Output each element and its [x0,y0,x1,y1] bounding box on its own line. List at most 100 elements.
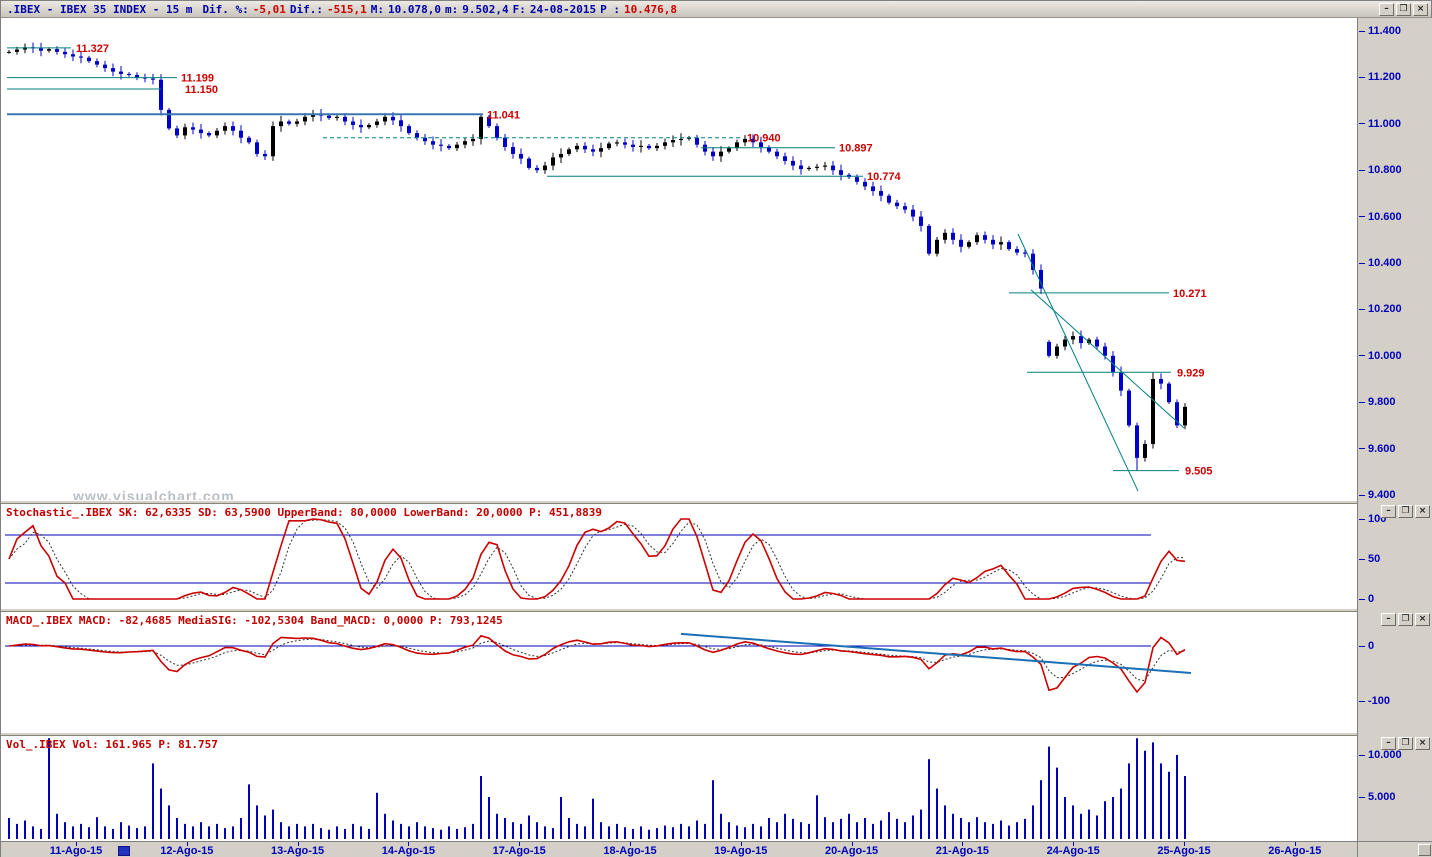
panel-controls: – ❐ × [1381,737,1430,750]
candlestick [839,170,843,175]
price-axis-tick: 11.400 [1359,25,1401,37]
candlestick [311,114,315,117]
date-label: 13-Ago-15 [271,845,325,857]
volume-header: Vol_.IBEX Vol: 161.965 P: 81.757 [6,738,218,751]
date-tick [1073,842,1075,846]
candlestick [631,144,635,147]
candlestick [447,145,451,149]
candlestick [759,142,763,147]
resize-grip[interactable] [1418,844,1431,856]
panel-separator[interactable] [1,732,1357,736]
date-label: 20-Ago-15 [825,845,879,857]
candlestick [263,153,267,157]
close-button[interactable]: × [1415,613,1430,626]
candlestick [471,138,475,142]
panel-controls: – ❐ × [1381,505,1430,518]
candlestick [183,127,187,136]
candlestick [999,242,1003,245]
sr-line-label: 11.327 [76,43,109,55]
restore-button[interactable]: ❐ [1398,613,1413,626]
window-titlebar[interactable]: .IBEX - IBEX 35 INDEX - 15 m Dif. %: -5,0… [1,1,1431,18]
candlestick [1015,249,1019,253]
candlestick [551,157,555,166]
candlestick [911,209,915,217]
candlestick [359,124,363,128]
macd-chart[interactable] [1,612,1357,732]
close-button[interactable]: × [1413,2,1428,16]
sr-line-label: 9.505 [1185,466,1213,478]
candlestick [495,126,499,138]
minimize-button[interactable]: – [1381,505,1396,518]
restore-button[interactable]: ❐ [1398,737,1413,750]
macd-signal-line [8,638,1186,682]
macd-axis-tick: 0 [1359,640,1374,652]
candlestick [567,149,571,154]
close-button[interactable]: × [1415,737,1430,750]
price-trendline [1030,289,1185,429]
candlestick [79,56,83,58]
candlestick [679,138,683,141]
minimize-button[interactable]: – [1381,613,1396,626]
price-axis-tick: 10.600 [1359,211,1402,223]
candlestick [1047,341,1051,356]
stochastic-axis-tick: 0 [1359,593,1374,605]
sr-line-label: 10.774 [867,171,902,183]
restore-button[interactable]: ❐ [1398,505,1413,518]
candlestick [231,126,235,131]
candlestick [1031,253,1035,270]
candlestick [775,151,779,157]
price-axis-tick: 9.800 [1359,396,1396,408]
date-label: 14-Ago-15 [381,845,435,857]
header-field-value: 9.502,4 [462,2,509,16]
candlestick [271,126,275,157]
minimize-button[interactable]: – [1381,737,1396,750]
candlestick [831,165,835,171]
candlestick [343,116,347,122]
minimize-button[interactable]: – [1379,2,1394,16]
date-label: 18-Ago-15 [603,845,657,857]
candlestick [111,68,115,72]
restore-button[interactable]: ❐ [1396,2,1411,16]
date-label: 25-Ago-15 [1157,845,1211,857]
candlestick [719,151,723,157]
candlestick [439,144,443,146]
stochastic-axis-tick: 50 [1359,553,1380,565]
candlestick [215,130,219,136]
macd-header: MACD_.IBEX MACD: -82,4685 MediaSIG: -102… [6,614,503,627]
candlestick [175,128,179,136]
time-axis-marker[interactable] [118,846,130,856]
candlestick [247,137,251,143]
stochastic-chart[interactable] [1,504,1357,608]
stochastic-sd-line [8,519,1186,600]
candlestick [159,79,163,110]
candlestick [751,138,755,143]
candlestick [39,48,43,51]
candlestick [783,156,787,161]
date-tick [962,842,964,846]
price-trendline [1017,233,1139,492]
candlestick [95,61,99,65]
candlestick [71,54,75,57]
price-axis-tick: 9.400 [1359,489,1396,501]
chart-plot-area: 11.327 11.199 11.150 11.041 10.940 10.897 10.7… [1,18,1357,841]
header-fields: Dif. %: -5,01 Dif.: -515,1 M: 10.078,0 m: 9.502… [202,3,681,16]
candlestick [1063,339,1067,347]
close-button[interactable]: × [1415,505,1430,518]
candlestick [1151,379,1155,444]
panel-separator[interactable] [1,500,1357,504]
candlestick [503,137,507,147]
candlestick [399,120,403,127]
candlestick [167,109,171,129]
candlestick [575,145,579,150]
candlestick [623,142,627,145]
header-field-label: F: [512,2,526,16]
date-label: 24-Ago-15 [1046,845,1100,857]
sr-line-label: 10.940 [747,133,781,145]
header-field-label: Dif. %: [202,2,249,16]
volume-chart[interactable] [1,736,1357,841]
candlestick [1175,402,1179,426]
panel-separator[interactable] [1,608,1357,612]
candlestick [239,130,243,138]
